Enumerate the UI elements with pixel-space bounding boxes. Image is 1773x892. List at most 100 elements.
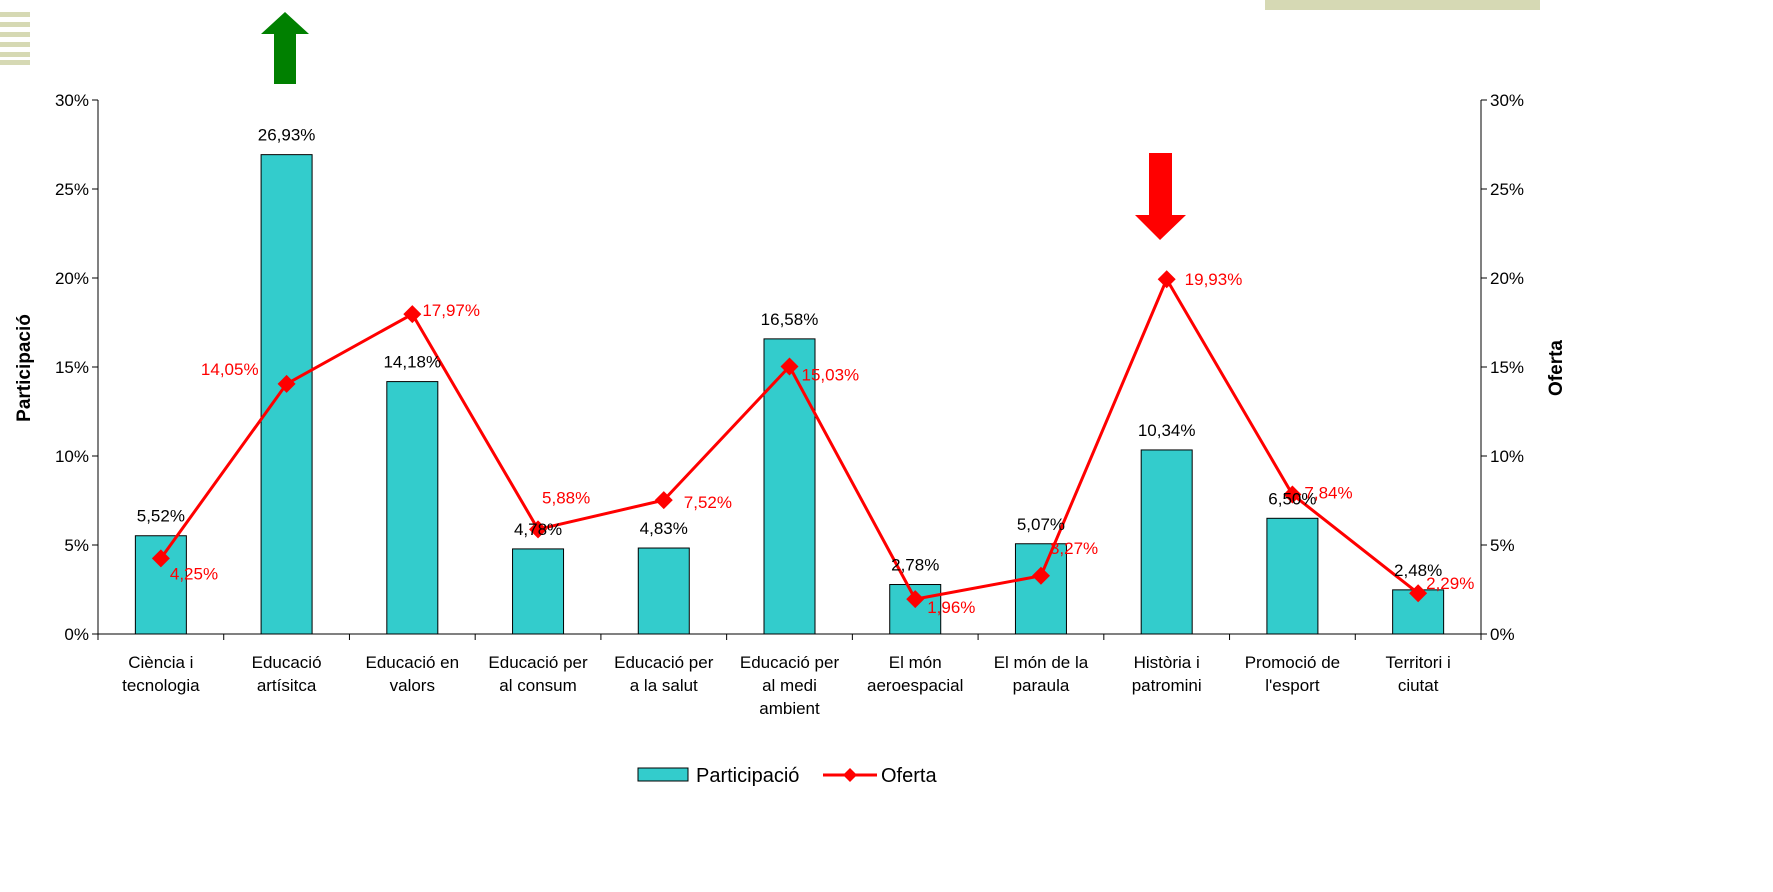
line-value-label: 1,96% xyxy=(927,598,975,617)
line-value-label: 4,25% xyxy=(170,564,218,583)
x-category-line: Educació per xyxy=(614,653,714,672)
line-point xyxy=(906,590,925,609)
line-point xyxy=(1157,270,1176,289)
corner-decoration-left xyxy=(0,12,30,65)
line-value-label: 14,05% xyxy=(201,360,259,379)
y2-tick-label: 5% xyxy=(1490,536,1515,555)
bar xyxy=(260,154,313,635)
x-category-line: tecnologia xyxy=(122,676,200,695)
legend-bar-swatch xyxy=(637,767,689,782)
y2-tick-label: 25% xyxy=(1490,180,1524,199)
bar-value-label: 5,52% xyxy=(137,507,185,526)
x-category-line: al medi xyxy=(762,676,817,695)
deco-stripe xyxy=(0,22,30,27)
line-point xyxy=(529,520,548,539)
x-category-line: artísitca xyxy=(257,676,317,695)
x-category-line: Educació per xyxy=(488,653,588,672)
bar-series xyxy=(134,154,1445,635)
legend-line-marker xyxy=(843,768,857,782)
y2-tick-label: 15% xyxy=(1490,358,1524,377)
bar-value-label: 16,58% xyxy=(761,310,819,329)
bar-value-label: 6,50% xyxy=(1268,489,1316,508)
line-point xyxy=(654,491,673,510)
bar-value-label: 4,83% xyxy=(640,519,688,538)
x-category-line: El món xyxy=(889,653,942,672)
x-category-line: Promoció de xyxy=(1245,653,1340,672)
line-point xyxy=(1409,584,1428,603)
bar xyxy=(512,548,565,635)
line-point xyxy=(403,305,422,324)
x-category-line: valors xyxy=(390,676,435,695)
line-point xyxy=(151,549,170,568)
x-category-line: ciutat xyxy=(1398,676,1439,695)
x-category-line: aeroespacial xyxy=(867,676,963,695)
x-category-line: ambient xyxy=(759,699,820,718)
line-value-label: 5,88% xyxy=(542,488,590,507)
deco-stripe xyxy=(0,42,30,47)
legend-participacio-label: Participació xyxy=(696,765,799,787)
line-series xyxy=(151,270,1428,609)
data-labels: 5,52% 26,93% 14,18% 4,78% 4,83% 16,58% 2,78% 5,… xyxy=(137,126,1475,617)
bar-value-label: 2,78% xyxy=(891,556,939,575)
x-category-label: Educació per al consum xyxy=(488,653,588,695)
y-tick-label: 20% xyxy=(55,269,89,288)
line-point xyxy=(1031,566,1050,585)
line-value-label: 7,84% xyxy=(1304,483,1352,502)
corner-decoration-right xyxy=(1265,0,1540,10)
bar xyxy=(637,547,690,635)
x-category-line: Educació per xyxy=(740,653,840,672)
x-category-label: Educació per a la salut xyxy=(614,653,714,695)
x-category-label: Educació per al medi ambient xyxy=(740,653,840,718)
deco-stripe xyxy=(0,12,30,17)
x-category-line: Territori i xyxy=(1386,653,1451,672)
deco-stripe xyxy=(0,52,30,57)
x-category-label: El món aeroespacial xyxy=(867,653,963,695)
x-category-label: Educació artísitca xyxy=(252,653,322,695)
y-tick-label: 30% xyxy=(55,91,89,110)
y-tick-label: 15% xyxy=(55,358,89,377)
y2-axis-title: Oferta xyxy=(1546,340,1567,396)
y2-tick-label: 0% xyxy=(1490,625,1515,644)
line-point xyxy=(780,357,799,376)
x-category-line: a la salut xyxy=(630,676,698,695)
y-axis-title: Participació xyxy=(14,314,35,422)
bar xyxy=(1140,449,1193,635)
line-value-label: 2,29% xyxy=(1426,574,1474,593)
bar-value-label: 5,07% xyxy=(1017,515,1065,534)
bar-value-label: 26,93% xyxy=(258,126,316,145)
y-tick-label: 10% xyxy=(55,447,89,466)
x-category-label: Història i patromini xyxy=(1132,653,1202,695)
line-value-label: 7,52% xyxy=(684,493,732,512)
line-value-label: 17,97% xyxy=(422,301,480,320)
legend-oferta-label: Oferta xyxy=(881,765,937,787)
bar-value-label: 10,34% xyxy=(1138,421,1196,440)
x-category-label: Educació en valors xyxy=(366,653,460,695)
y-tick-label: 0% xyxy=(64,625,89,644)
x-category-label: Ciència i tecnologia xyxy=(122,653,200,695)
x-category-label: Territori i ciutat xyxy=(1386,653,1451,695)
line-point xyxy=(1283,485,1302,504)
bar-value-label: 14,18% xyxy=(383,353,441,372)
left-axis: 0% 5% 10% 15% 20% 25% 30% xyxy=(55,91,99,644)
x-category-line: El món de la xyxy=(994,653,1089,672)
x-category-line: Història i xyxy=(1134,653,1200,672)
line-point xyxy=(277,374,296,393)
bar-value-label: 4,78% xyxy=(514,520,562,539)
x-category-label: Promoció de l'esport xyxy=(1245,653,1340,695)
x-category-line: Educació en xyxy=(366,653,460,672)
bar-value-label: 2,48% xyxy=(1394,561,1442,580)
y-tick-label: 25% xyxy=(55,180,89,199)
legend: Participació Oferta xyxy=(637,765,937,787)
y2-tick-label: 10% xyxy=(1490,447,1524,466)
bar xyxy=(386,381,439,635)
x-category-label: El món de la paraula xyxy=(994,653,1089,695)
right-axis: 0% 5% 10% 15% 20% 25% 30% xyxy=(1480,91,1524,644)
line-value-label: 3,27% xyxy=(1050,539,1098,558)
bar xyxy=(763,338,816,635)
x-category-line: paraula xyxy=(1013,676,1070,695)
x-category-line: l'esport xyxy=(1265,676,1320,695)
line-value-label: 15,03% xyxy=(802,365,860,384)
up-arrow-icon xyxy=(261,12,309,84)
x-category-line: Educació xyxy=(252,653,322,672)
